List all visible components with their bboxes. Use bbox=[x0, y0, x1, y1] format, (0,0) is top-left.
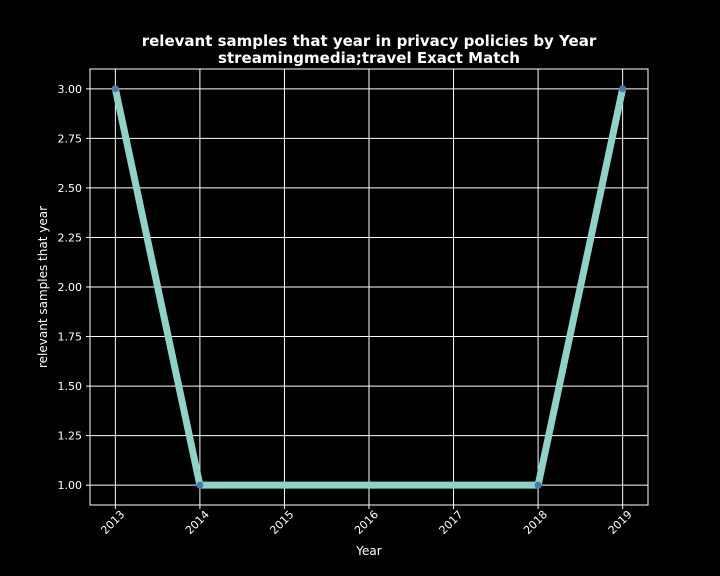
x-axis-ticks: 2013 2014 2015 2016 2017 2018 2019 bbox=[98, 505, 635, 537]
y-axis-ticks: 1.00 1.25 1.50 1.75 2.00 2.25 2.50 2.75 3.00 bbox=[58, 83, 90, 492]
y-axis-label: relevant samples that year bbox=[36, 206, 50, 368]
y-tick-label: 1.00 bbox=[58, 479, 83, 492]
x-tick-label: 2015 bbox=[267, 508, 296, 537]
series-line bbox=[111, 85, 627, 489]
y-tick-label: 3.00 bbox=[58, 83, 83, 96]
data-point bbox=[534, 481, 542, 489]
x-axis-label: Year bbox=[355, 544, 381, 558]
x-tick-label: 2019 bbox=[606, 508, 635, 537]
x-tick-label: 2018 bbox=[521, 508, 550, 537]
chart-title: relevant samples that year in privacy po… bbox=[142, 32, 597, 50]
x-tick-label: 2016 bbox=[352, 508, 381, 537]
data-point bbox=[619, 85, 627, 93]
data-point bbox=[196, 481, 204, 489]
y-tick-label: 2.75 bbox=[58, 132, 83, 145]
x-tick-label: 2013 bbox=[98, 508, 127, 537]
y-tick-label: 2.50 bbox=[58, 182, 83, 195]
y-tick-label: 2.25 bbox=[58, 231, 83, 244]
y-tick-label: 1.25 bbox=[58, 430, 83, 443]
data-point bbox=[111, 85, 119, 93]
x-tick-label: 2014 bbox=[183, 508, 212, 537]
y-tick-label: 1.50 bbox=[58, 380, 83, 393]
x-tick-label: 2017 bbox=[437, 508, 466, 537]
series bbox=[111, 85, 627, 489]
y-tick-label: 1.75 bbox=[58, 331, 83, 344]
chart-subtitle: streamingmedia;travel Exact Match bbox=[218, 49, 520, 67]
y-tick-label: 2.00 bbox=[58, 281, 83, 294]
grid bbox=[90, 69, 648, 505]
